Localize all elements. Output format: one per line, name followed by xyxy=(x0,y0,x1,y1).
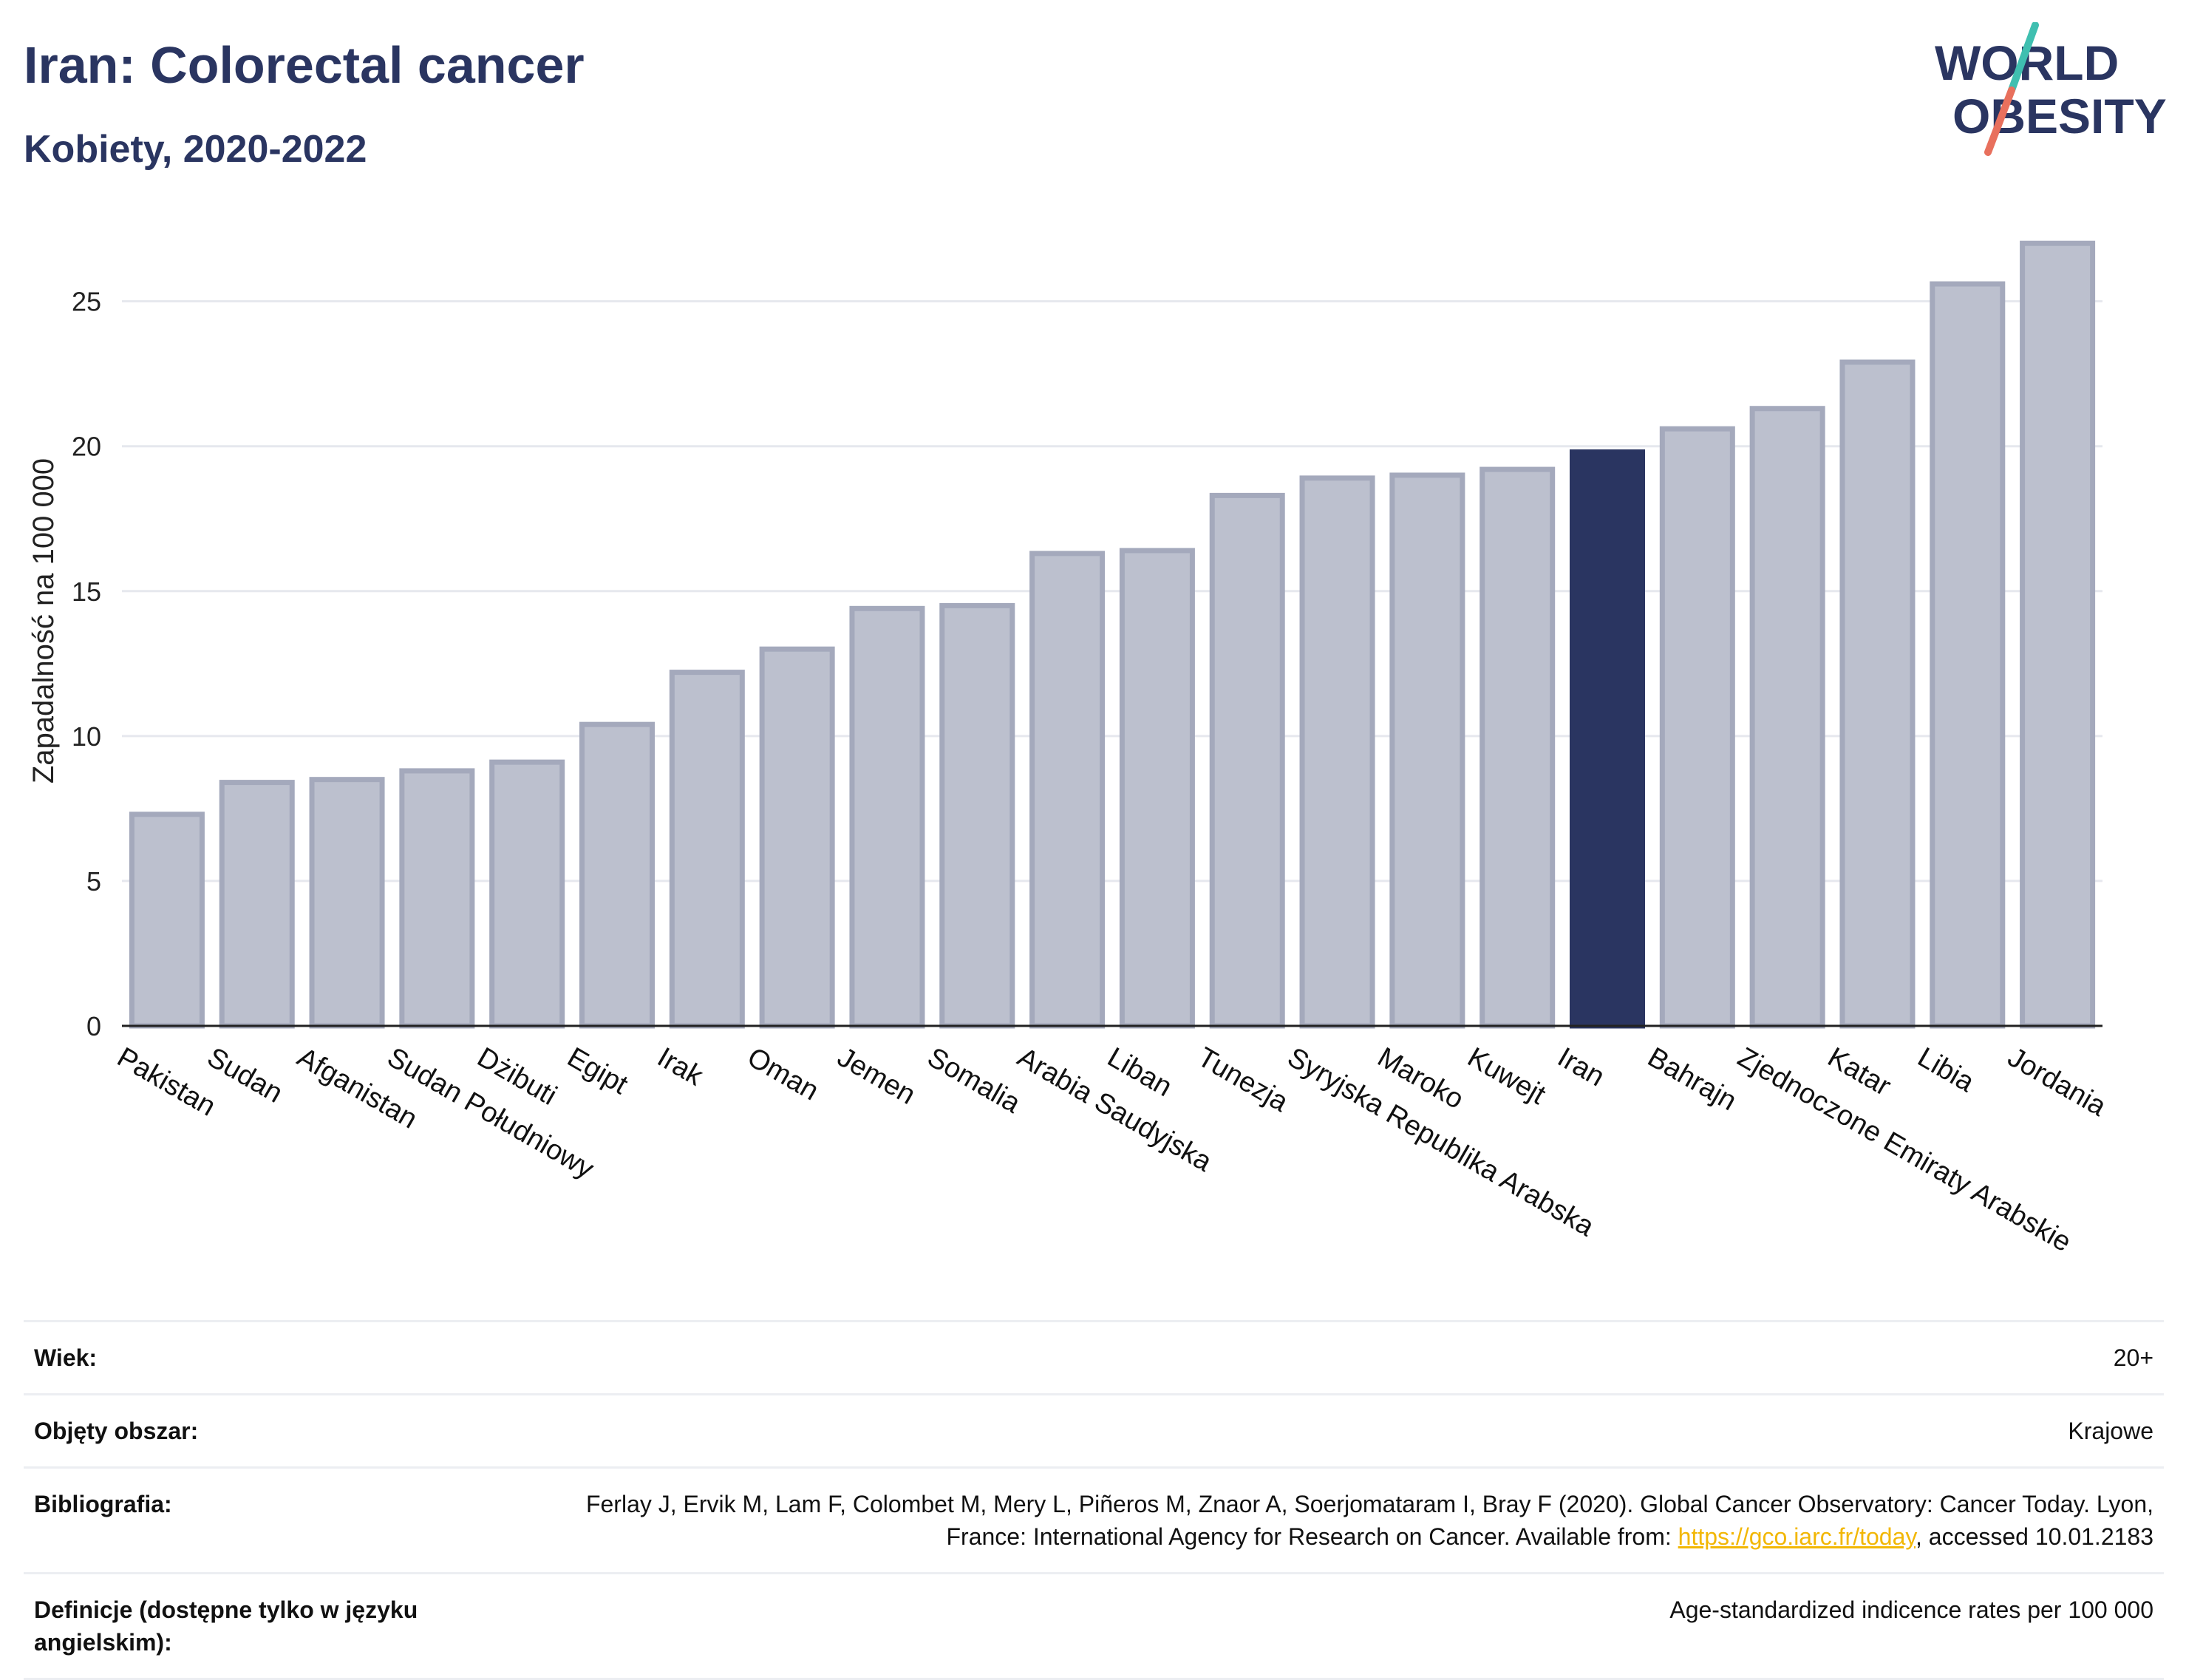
page-subtitle: Kobiety, 2020-2022 xyxy=(24,128,367,171)
x-tick-label: Tunezja xyxy=(1192,1041,1294,1118)
bar xyxy=(1930,281,2006,1029)
bar xyxy=(1480,466,1556,1029)
y-tick-label: 15 xyxy=(72,577,101,607)
bar xyxy=(1029,551,1106,1029)
y-axis-label: Zapadalność na 100 000 xyxy=(27,458,60,783)
x-tick-label: Pakistan xyxy=(112,1041,220,1122)
bar xyxy=(309,777,385,1029)
bar xyxy=(1209,492,1285,1029)
y-tick-label: 5 xyxy=(86,866,101,897)
bar xyxy=(129,812,205,1029)
bar xyxy=(1389,472,1465,1029)
y-tick-labels: 0 5 10 15 20 25 xyxy=(72,287,101,1041)
bars xyxy=(129,240,2096,1029)
y-tick-label: 10 xyxy=(72,721,101,752)
age-value: 20+ xyxy=(2113,1344,2153,1371)
bibliography-value: Ferlay J, Ervik M, Lam F, Colombet M, Me… xyxy=(565,1488,2153,1553)
bar xyxy=(759,646,835,1029)
definitions-value: Age-standardized indicence rates per 100… xyxy=(1669,1596,2153,1623)
bar xyxy=(1659,426,1735,1029)
bar xyxy=(489,759,565,1029)
info-row-definitions: Definicje (dostępne tylko w języku angie… xyxy=(24,1572,2164,1680)
bibliography-link[interactable]: https://gco.iarc.fr/today xyxy=(1678,1523,1916,1550)
area-value: Krajowe xyxy=(2068,1418,2153,1444)
bar xyxy=(939,602,1015,1029)
age-label: Wiek: xyxy=(34,1344,98,1371)
x-tick-label: Jordania xyxy=(2003,1041,2112,1123)
x-tick-label: Libia xyxy=(1913,1041,1980,1098)
bar xyxy=(579,721,656,1029)
x-tick-label: Oman xyxy=(742,1041,824,1106)
bibliography-label: Bibliografia: xyxy=(34,1491,172,1517)
bibliography-text: Ferlay J, Ervik M, Lam F, Colombet M, Me… xyxy=(585,1491,2153,1550)
bar xyxy=(1569,449,1646,1029)
area-label: Objęty obszar: xyxy=(34,1418,199,1444)
y-tick-label: 25 xyxy=(72,287,101,317)
x-tick-label: Irak xyxy=(652,1041,709,1092)
bar xyxy=(2020,240,2096,1029)
bar xyxy=(1119,548,1195,1029)
info-row-bibliography: Bibliografia: Ferlay J, Ervik M, Lam F, … xyxy=(24,1466,2164,1572)
bar xyxy=(849,605,925,1029)
definitions-label: Definicje (dostępne tylko w języku angie… xyxy=(34,1596,418,1656)
bar xyxy=(219,780,295,1029)
logo-slash-red xyxy=(1984,86,2015,156)
x-tick-label: Egipt xyxy=(562,1041,633,1101)
world-obesity-logo: WORLD OBESITY xyxy=(1935,22,2167,156)
y-tick-label: 0 xyxy=(86,1011,101,1041)
info-table: Wiek: 20+ Objęty obszar: Krajowe Bibliog… xyxy=(24,1320,2164,1680)
y-tick-label: 20 xyxy=(72,432,101,462)
bar xyxy=(399,768,475,1029)
bar xyxy=(669,670,745,1029)
bar xyxy=(1839,359,1916,1029)
x-tick-label: Iran xyxy=(1553,1041,1610,1092)
x-tick-label: Somalia xyxy=(922,1041,1026,1119)
page-title: Iran: Colorectal cancer xyxy=(24,36,585,94)
bar xyxy=(1299,475,1375,1029)
x-tick-label: Jemen xyxy=(832,1041,921,1110)
bar xyxy=(1749,406,1825,1029)
bibliography-accessed: , accessed 10.01.2183 xyxy=(1915,1523,2153,1550)
logo-slash-teal xyxy=(2008,22,2039,94)
info-row-age: Wiek: 20+ xyxy=(24,1320,2164,1393)
info-row-area: Objęty obszar: Krajowe xyxy=(24,1393,2164,1466)
x-tick-label: Kuwejt xyxy=(1463,1041,1551,1111)
logo-line2: OBESITY xyxy=(1952,89,2167,143)
x-tick-label: Bahrajn xyxy=(1642,1041,1741,1117)
